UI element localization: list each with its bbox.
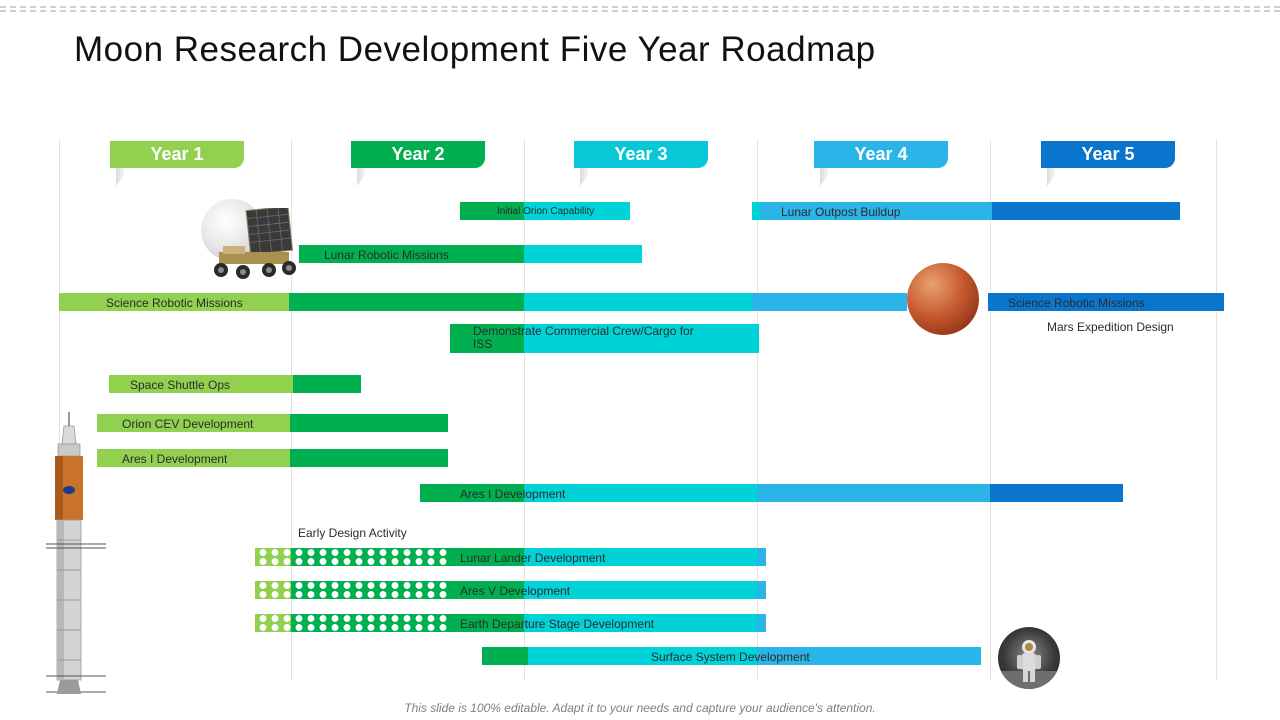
year-gridline	[524, 140, 525, 680]
year-gridline	[757, 140, 758, 680]
commercial-crew-label: Demonstrate Commercial Crew/Cargo for IS…	[473, 324, 694, 351]
surface-system-label: Surface System Development	[651, 650, 810, 664]
ares1-label-b: Ares I Development	[460, 487, 566, 501]
year-gridline	[291, 140, 292, 680]
year-2-tab-tail	[355, 168, 365, 186]
year-1-tab: Year 1	[110, 141, 244, 168]
earth-departure-label: Earth Departure Stage Development	[460, 617, 655, 631]
rocket-image	[46, 412, 106, 694]
slide-title: Moon Research Development Five Year Road…	[74, 30, 876, 69]
surface-system-bar	[482, 647, 981, 665]
ares5-dots	[257, 581, 447, 599]
earth-departure-dots	[257, 614, 447, 632]
initial-orion-bar	[460, 202, 630, 220]
initial-orion-label: Initial Orion Capability	[497, 206, 595, 217]
mars-planet-image	[907, 263, 979, 335]
space-shuttle-bar	[109, 375, 361, 393]
lunar-outpost-label: Lunar Outpost Buildup	[781, 205, 901, 219]
year-gridline	[1216, 140, 1217, 680]
space-shuttle-label: Space Shuttle Ops	[130, 378, 231, 392]
lunar-robotic-label: Lunar Robotic Missions	[324, 248, 449, 262]
lunar-lander-label: Lunar Lander Development	[460, 551, 606, 565]
year-4-tab: Year 4	[814, 141, 948, 168]
slide-footer: This slide is 100% editable. Adapt it to…	[404, 701, 876, 715]
lunar-outpost-bar	[752, 202, 1180, 220]
science-robotic-label-2: Science Robotic Missions	[1008, 296, 1145, 310]
early-design-label: Early Design Activity	[298, 526, 407, 540]
science-robotic-bar-1	[59, 293, 907, 311]
mars-expedition-label: Mars Expedition Design	[1047, 320, 1174, 334]
year-3-tab-tail	[578, 168, 588, 186]
year-5-tab-tail	[1045, 168, 1055, 186]
year-2-tab: Year 2	[351, 141, 485, 168]
orion-cev-label: Orion CEV Development	[122, 417, 254, 431]
orion-cev-bar	[97, 414, 448, 432]
year-3-tab: Year 3	[574, 141, 708, 168]
ares5-label: Ares V Development	[460, 584, 571, 598]
year-5-tab: Year 5	[1041, 141, 1175, 168]
lunar-robotic-bar	[299, 245, 642, 263]
ares1-bar-a	[97, 449, 448, 467]
moon-rover-image	[214, 208, 296, 279]
year-4-tab-tail	[818, 168, 828, 186]
year-gridline	[59, 140, 60, 680]
science-robotic-bar-2	[988, 293, 1224, 311]
ares1-bar-b	[420, 484, 1123, 502]
year-gridline	[990, 140, 991, 680]
lunar-lander-dots	[257, 548, 447, 566]
science-robotic-label-1: Science Robotic Missions	[106, 296, 243, 310]
top-decorative-border	[0, 6, 1280, 12]
astronaut-moon-image	[998, 627, 1060, 689]
year-1-tab-tail	[114, 168, 124, 186]
commercial-crew-bar	[450, 324, 759, 353]
ares1-label-a: Ares I Development	[122, 452, 228, 466]
